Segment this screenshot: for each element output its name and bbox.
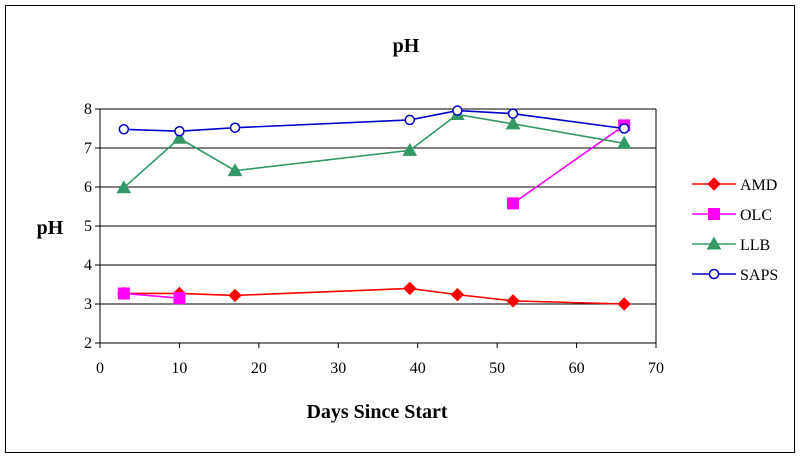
point-amd-0-4	[450, 287, 465, 302]
y-tick-label-5: 5	[84, 218, 92, 235]
point-saps-0-1	[174, 125, 185, 137]
series-saps	[118, 105, 630, 137]
legend: AMD OLC LLB SAPS	[692, 177, 778, 284]
point-saps-0-5	[507, 108, 519, 119]
series-line-olc-1	[512, 124, 625, 205]
x-tick-label-50: 50	[489, 360, 505, 377]
legend-label-amd: AMD	[740, 177, 777, 194]
point-saps-0-6	[618, 123, 630, 134]
y-axis-title: pH	[37, 217, 64, 239]
point-saps-0-2	[229, 122, 241, 133]
point-llb-0-0	[116, 180, 132, 194]
point-saps-0-0	[118, 124, 130, 135]
point-olc-0-0	[117, 287, 130, 300]
point-saps-0-4	[452, 105, 463, 116]
point-llb-0-1	[172, 130, 187, 144]
point-amd-0-3	[403, 281, 417, 296]
legend-label-olc: OLC	[740, 207, 772, 224]
series-group	[116, 105, 632, 311]
chart-title: pH	[393, 35, 420, 57]
y-tick-label-8: 8	[84, 101, 92, 118]
series-line-amd-0	[123, 287, 625, 305]
x-tick-label-40: 40	[410, 360, 426, 377]
legend-entry-llb: LLB	[692, 236, 770, 254]
y-tick-label-7: 7	[84, 140, 92, 157]
legend-label-llb: LLB	[740, 237, 770, 254]
x-tick-label-20: 20	[251, 360, 267, 377]
series-line-olc-0	[123, 292, 180, 299]
legend-marker-amd	[707, 177, 721, 191]
series-line-llb-0	[123, 113, 625, 189]
point-llb-0-6	[616, 135, 632, 149]
series-llb	[116, 106, 632, 194]
x-tick-label-10: 10	[171, 360, 187, 377]
chart-frame	[5, 5, 795, 453]
point-amd-0-2	[228, 288, 242, 303]
x-axis-title: Days Since Start	[306, 401, 447, 423]
y-tick-label-2: 2	[84, 335, 92, 352]
point-amd-0-5	[506, 294, 520, 308]
legend-entry-saps: SAPS	[692, 267, 778, 284]
y-tick-label-3: 3	[84, 296, 92, 313]
legend-marker-olc	[708, 208, 720, 220]
point-olc-0-1	[173, 292, 186, 305]
legend-entry-amd: AMD	[692, 177, 777, 194]
x-tick-label-30: 30	[330, 360, 346, 377]
legend-entry-olc: OLC	[692, 207, 772, 224]
x-tick-label-60: 60	[569, 360, 585, 377]
x-tick-label-70: 70	[648, 360, 664, 377]
gridlines	[100, 108, 657, 344]
point-llb-0-2	[227, 163, 243, 177]
point-amd-0-6	[617, 297, 631, 311]
series-line-saps-0	[123, 109, 625, 133]
series-amd	[117, 281, 631, 311]
point-saps-0-3	[404, 114, 416, 126]
y-tick-label-6: 6	[84, 179, 92, 196]
legend-label-saps: SAPS	[740, 267, 778, 284]
legend-marker-saps	[708, 268, 720, 280]
axes: 2 3 4 5 6 7 8 0 10 20 30 40 50 60 70	[84, 101, 664, 377]
y-tick-label-4: 4	[84, 257, 92, 274]
point-llb-0-3	[402, 142, 418, 156]
legend-marker-llb	[706, 236, 722, 250]
point-olc-1-0	[507, 197, 520, 210]
x-tick-label-0: 0	[96, 360, 104, 377]
point-llb-0-5	[505, 116, 521, 130]
